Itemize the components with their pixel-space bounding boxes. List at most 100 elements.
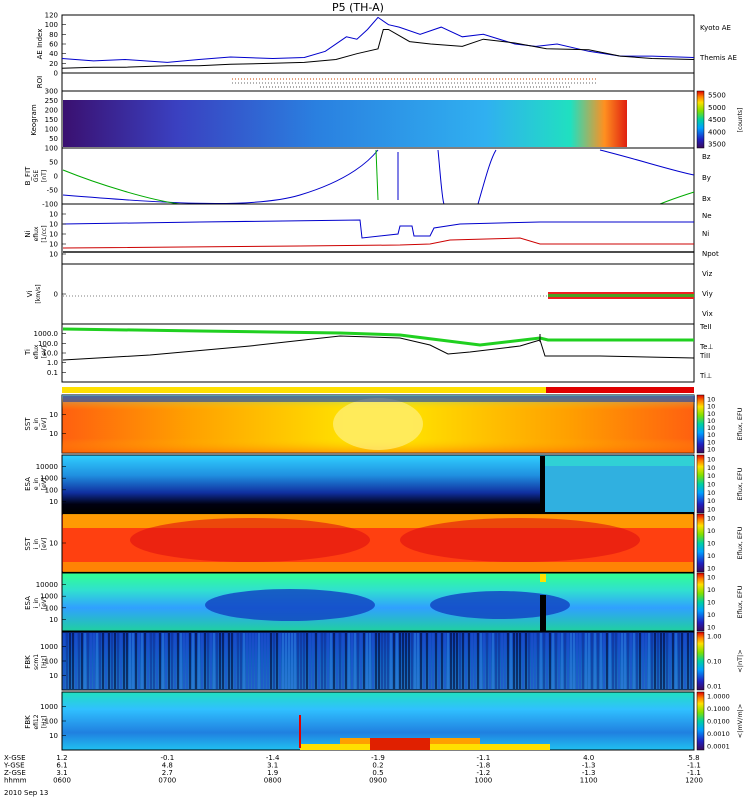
fbk-b-ylabel: FBK [24, 655, 32, 669]
colorbar-tick-sst_e: 10 [707, 431, 715, 439]
fbk-b-stripe [138, 633, 140, 689]
fbk-b-stripe [438, 633, 440, 689]
x-axis-value: -1.2 [476, 769, 490, 777]
fbk-b-stripe [525, 633, 527, 689]
legend-vix: Vix [702, 310, 713, 318]
fbk-e-ytick: 100 [45, 718, 58, 726]
fbk-b-stripe [327, 633, 329, 689]
fbk-b-stripe [255, 633, 257, 689]
ti-ylabel: Ti [24, 349, 32, 356]
x-axis-value: -1.1 [687, 762, 701, 770]
fbk-b-stripe [483, 633, 485, 689]
fbk-b-stripe [609, 633, 611, 689]
fbk-b-stripe [555, 633, 557, 689]
fbk-b-stripe [474, 633, 476, 689]
fbk-b-stripe [654, 633, 656, 689]
fbk-b-stripe [336, 633, 338, 689]
colorbar-tick-fbk_b: 0.01 [707, 683, 721, 691]
fbk-b-stripe [342, 633, 344, 689]
fbk-b-stripe [126, 633, 128, 689]
ae-ytick: 80 [49, 31, 58, 39]
fbk-b-stripe [435, 633, 437, 689]
fbk-b-stripe [627, 633, 629, 689]
fbk-b-stripe [381, 633, 383, 689]
fbk-b-stripe [405, 633, 407, 689]
esa-i-ytick: 10 [49, 616, 58, 624]
colorbar-tick-sst_e: 10 [707, 438, 715, 446]
panel-ni: 10 10 10 10 10 Ni [1/cc] eflux Ne Ni Npot [24, 203, 719, 265]
fbk-b-stripe [72, 633, 74, 689]
x-axis-value: 0.2 [372, 762, 383, 770]
esa-e-ylabel2: e_in [33, 478, 40, 490]
x-axis-value: -1.1 [476, 754, 490, 762]
fbk-b-stripe [561, 633, 563, 689]
fbk-b-stripe [507, 633, 509, 689]
bfit-ytick: -50 [47, 187, 58, 195]
fbk-b-stripe [387, 633, 389, 689]
fbk-b-stripe [279, 633, 281, 689]
x-axis-value: -1.3 [582, 762, 596, 770]
panel-vi: 0 Vi [km/s] Viz Viy Vix [26, 263, 713, 325]
series-kyoto-ae [61, 16, 695, 63]
ti-ytick: 1.0 [47, 359, 58, 367]
x-axis-value: 0700 [158, 777, 176, 785]
fbk-b-stripe [513, 633, 515, 689]
legend-by: By [702, 174, 711, 182]
fbk-b-stripe [243, 633, 245, 689]
fbk-b-stripe [351, 633, 353, 689]
fbk-b-stripe [582, 633, 584, 689]
fbk-b-stripe [153, 633, 155, 689]
fbk-b-stripe [357, 633, 359, 689]
ni-ytick: 10 [49, 241, 58, 249]
fbk-b-stripe [531, 633, 533, 689]
fbk-b-stripe [369, 633, 371, 689]
fbk-b-stripe [558, 633, 560, 689]
fbk-b-stripe [399, 633, 401, 689]
fbk-b-stripe [606, 633, 608, 689]
fbk-b-stripe [378, 633, 380, 689]
fbk-b-ylabel2: scm1 [33, 654, 40, 670]
fbk-b-stripe [636, 633, 638, 689]
roi-ylabel: ROI [36, 76, 44, 88]
fbk-b-stripe [360, 633, 362, 689]
fbk-b-stripe [660, 633, 662, 689]
ae-ylabel: AE Index [36, 29, 44, 60]
fbk-b-stripe [165, 633, 167, 689]
fbk-b-stripe [441, 633, 443, 689]
fbk-b-stripe [411, 633, 413, 689]
fbk-b-stripe [315, 633, 317, 689]
fbk-b-stripe [495, 633, 497, 689]
fbk-b-stripe [516, 633, 518, 689]
keogram-ytick: 50 [49, 135, 58, 143]
fbk-b-stripe [690, 633, 692, 689]
sst-e-ylabel: SST [24, 417, 32, 431]
x-axis-value: 3.1 [56, 769, 67, 777]
fbk-b-stripe [141, 633, 143, 689]
fbk-b-stripe [195, 633, 197, 689]
fbk-b-stripe [519, 633, 521, 689]
colorbar-tick-sst_i: 10 [707, 527, 715, 535]
fbk-b-stripe [159, 633, 161, 689]
fbk-b-stripe [420, 633, 422, 689]
fbk-b-stripe [162, 633, 164, 689]
fbk-b-stripe [504, 633, 506, 689]
esa-i-ytick: 10000 [36, 581, 58, 589]
fbk-b-stripe [510, 633, 512, 689]
fbk-b-stripe [246, 633, 248, 689]
fbk-b-stripe [66, 633, 68, 689]
fbk-b-ytick: 1000 [40, 643, 58, 651]
fbk-b-stripe [630, 633, 632, 689]
fbk-b-stripe [69, 633, 71, 689]
fbk-b-stripe [414, 633, 416, 689]
vi-ylabel: Vi [26, 291, 34, 298]
fbk-b-stripe [384, 633, 386, 689]
colorbar-tick-sst_i: 10 [707, 515, 715, 523]
fbk-b-stripe [453, 633, 455, 689]
fbk-b-stripe [573, 633, 575, 689]
fbk-b-stripe [231, 633, 233, 689]
fbk-b-stripe [624, 633, 626, 689]
sst-e-ylabel2: e_in [33, 418, 40, 430]
